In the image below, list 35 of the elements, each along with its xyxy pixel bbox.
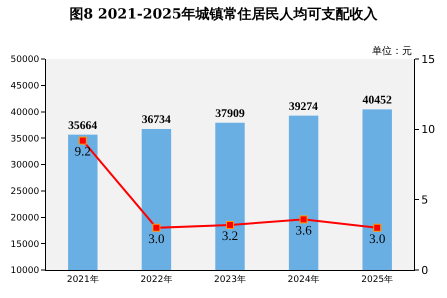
data-label: 37909	[215, 107, 245, 120]
data-label: 35664	[68, 118, 98, 132]
data-label: 3.2	[222, 228, 238, 244]
y-tick-label: 10000	[10, 266, 40, 276]
y-tick-label: 40000	[10, 108, 40, 118]
x-tick-label: 2023年	[214, 274, 246, 285]
y2-tick-label: 0	[421, 264, 428, 277]
y-tick-label: 30000	[10, 160, 40, 171]
y2-tick-label: 15	[421, 52, 436, 66]
x-tick-label: 2024年	[288, 274, 320, 285]
point	[226, 220, 234, 229]
x-tick-label: 2025年	[361, 274, 394, 285]
data-label: 39274	[288, 100, 318, 113]
y-tick-label: 35000	[10, 134, 40, 144]
data-label: 40452	[362, 94, 392, 107]
x-tick-label: 2021年	[66, 274, 99, 285]
point	[300, 215, 308, 224]
point	[373, 224, 382, 232]
y2-tick-label: 10	[421, 123, 436, 136]
data-label: 36734	[142, 113, 171, 126]
x-tick-label: 2022年	[140, 274, 172, 285]
text: 单位：元	[372, 45, 412, 57]
point	[152, 224, 160, 232]
data-label: 9.2	[74, 144, 91, 159]
data-label: 3.6	[295, 222, 312, 238]
data-label: 3.0	[148, 230, 165, 246]
y-tick-label: 45000	[10, 82, 40, 92]
y-tick-label: 20000	[10, 213, 40, 224]
data-label: 3.0	[369, 230, 386, 246]
chart-title: 图8 2021-2025年城镇常住居民人均可支配收入	[69, 6, 379, 23]
y-tick-label: 15000	[10, 240, 40, 250]
y-tick-label: 50000	[10, 55, 40, 66]
point	[78, 136, 87, 145]
y-tick-label: 25000	[10, 187, 40, 198]
y2-tick-label: 5	[421, 194, 428, 207]
